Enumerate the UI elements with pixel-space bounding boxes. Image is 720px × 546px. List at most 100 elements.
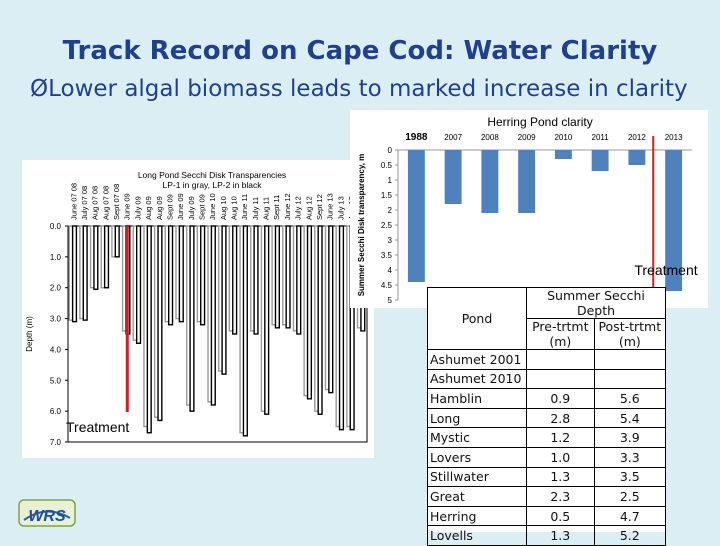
pre-trtmt-cell: 1.0	[526, 446, 595, 468]
table-header-post: Post-trtmt (m)	[593, 318, 667, 350]
y-tick-label: 2.0	[50, 284, 62, 293]
y-tick-label: 3.0	[50, 315, 62, 324]
treatment-label: Treatment	[634, 262, 697, 278]
x-tick-label: June 13	[326, 193, 335, 220]
x-tick-label: 2009	[518, 133, 536, 142]
y-tick-label: 0	[388, 146, 393, 155]
x-tick-label: 2007	[444, 133, 462, 142]
pond-name-cell: Lovers	[427, 446, 527, 468]
post-trtmt-cell	[593, 349, 667, 370]
post-trtmt-cell: 2.5	[593, 486, 667, 507]
table-header-pond: Pond	[427, 287, 527, 350]
post-trtmt-cell: 3.9	[593, 427, 667, 448]
post-trtmt-cell: 5.6	[593, 388, 667, 409]
x-tick-label: July 13	[336, 196, 345, 220]
y-tick-label: 1.0	[50, 253, 62, 262]
pond-name-cell: Herring	[427, 505, 527, 527]
x-tick-label: Aug 10	[219, 196, 228, 220]
post-trtmt-cell: 4.7	[593, 505, 667, 527]
y-axis-label: Summer Secchi Disk transparency, m	[357, 154, 366, 297]
y-tick-label: 1.5	[381, 191, 393, 200]
x-tick-label: June 07 08	[69, 183, 78, 220]
x-tick-label: Sept 09	[197, 194, 206, 220]
wrs-logo-text: WRS	[28, 508, 66, 525]
y-tick-label: 3	[388, 236, 393, 245]
bar-lp-2	[82, 225, 88, 321]
long-pond-chart: 0.0 1.0 2.0 3.0 4.0 5.0 6.0 7.0 Depth (m) June 07…	[22, 160, 374, 458]
x-tick-label: July 11	[251, 197, 260, 220]
pre-trtmt-cell: 2.8	[526, 407, 595, 429]
y-tick-label: 2	[388, 206, 393, 215]
table-row: Ashumet 2001	[427, 349, 667, 370]
x-tick-label: 2010	[554, 133, 572, 142]
y-tick-label: 4.5	[381, 281, 393, 290]
x-tick-label: Aug 07 08	[101, 186, 110, 220]
y-tick-label: 4	[388, 266, 393, 275]
chart-subtitle: LP-1 in gray, LP-2 in black	[162, 180, 262, 190]
x-tick-label: 1988	[405, 132, 428, 143]
post-trtmt-cell	[593, 368, 667, 390]
bar-lp-2	[93, 225, 99, 290]
x-tick-label: Aug 11	[262, 197, 271, 220]
pond-name-cell: Stillwater	[427, 466, 527, 488]
y-tick-label: 7.0	[50, 438, 62, 447]
pre-trtmt-cell: 1.3	[526, 525, 595, 546]
y-tick-label: 5.0	[50, 376, 62, 385]
herring-pond-chart: Herring Pond clarity Summer Secchi Disk t…	[350, 110, 708, 308]
bar-lp-2	[146, 225, 152, 434]
table-row: Herring 0.5 4.7	[427, 505, 667, 527]
bar-lp-2	[338, 225, 345, 431]
bar-lp-2	[317, 225, 323, 415]
y-axis-label: Depth (m)	[25, 316, 34, 352]
x-tick-label: June 12	[283, 193, 292, 220]
chart-title: Long Pond Secchi Disk Transparencies	[138, 170, 286, 180]
bar-lp-2	[114, 225, 120, 258]
bar	[591, 150, 609, 171]
pond-name-cell: Hamblin	[427, 388, 527, 409]
x-tick-label: 2013	[665, 133, 683, 142]
bar-lp-2	[103, 225, 110, 289]
x-tick-label: July 07 08	[80, 186, 89, 220]
x-tick-label: Aug 09	[144, 196, 153, 220]
bar-lp-2	[200, 225, 206, 326]
x-tick-label: June 10	[208, 193, 217, 220]
y-tick-label: 0.5	[381, 161, 393, 170]
x-tick-label: 2011	[592, 133, 610, 142]
pre-trtmt-cell: 0.5	[526, 505, 595, 527]
table-row: Mystic 1.2 3.9	[427, 427, 667, 448]
x-tick-label: July 12	[294, 196, 303, 220]
pond-name-cell: Great	[427, 486, 527, 507]
bar-lp-2	[157, 225, 163, 422]
table-row: Great 2.3 2.5	[427, 486, 667, 507]
pond-name-cell: Ashumet 2001	[427, 349, 527, 370]
bar-lp-2	[253, 225, 259, 335]
chart-title: Herring Pond clarity	[487, 115, 592, 129]
x-tick-label: July 09	[187, 196, 196, 220]
table-row: Stillwater 1.3 3.5	[427, 466, 667, 488]
pond-name-cell: Ashumet 2010	[427, 368, 527, 390]
secchi-table: Pond Summer Secchi Depth Pre-trtmt (m) P…	[427, 287, 667, 546]
y-tick-label: 0.0	[50, 222, 62, 231]
y-tick-label: 6.0	[50, 407, 62, 416]
table-header-group: Summer Secchi Depth	[526, 287, 666, 319]
bar-lp-2	[296, 225, 302, 335]
bar-lp-2	[328, 225, 334, 394]
bar-lp-2	[285, 225, 291, 329]
bar-lp-2	[221, 225, 227, 375]
x-tick-label: 2008	[481, 133, 499, 142]
pond-name-cell: Long	[427, 407, 527, 429]
wrs-logo: WRS	[18, 498, 76, 528]
bar	[518, 150, 536, 213]
x-tick-label: Sept 11	[272, 195, 281, 220]
y-tick-label: 3.5	[381, 251, 393, 260]
pre-trtmt-cell: 2.3	[526, 486, 595, 507]
x-tick-label: Sept 07 08	[112, 184, 121, 220]
bar	[628, 150, 646, 165]
bar-lp-2	[232, 225, 238, 335]
bar-lp-2	[210, 225, 216, 406]
x-tick-label: Aug 07 08	[91, 186, 100, 220]
table-row: Long 2.8 5.4	[427, 407, 667, 429]
pond-name-cell: Lovells	[427, 525, 527, 546]
secchi-depth-table: Pond Summer Secchi Depth Pre-trtmt (m) P…	[427, 287, 667, 546]
bar	[665, 150, 683, 291]
